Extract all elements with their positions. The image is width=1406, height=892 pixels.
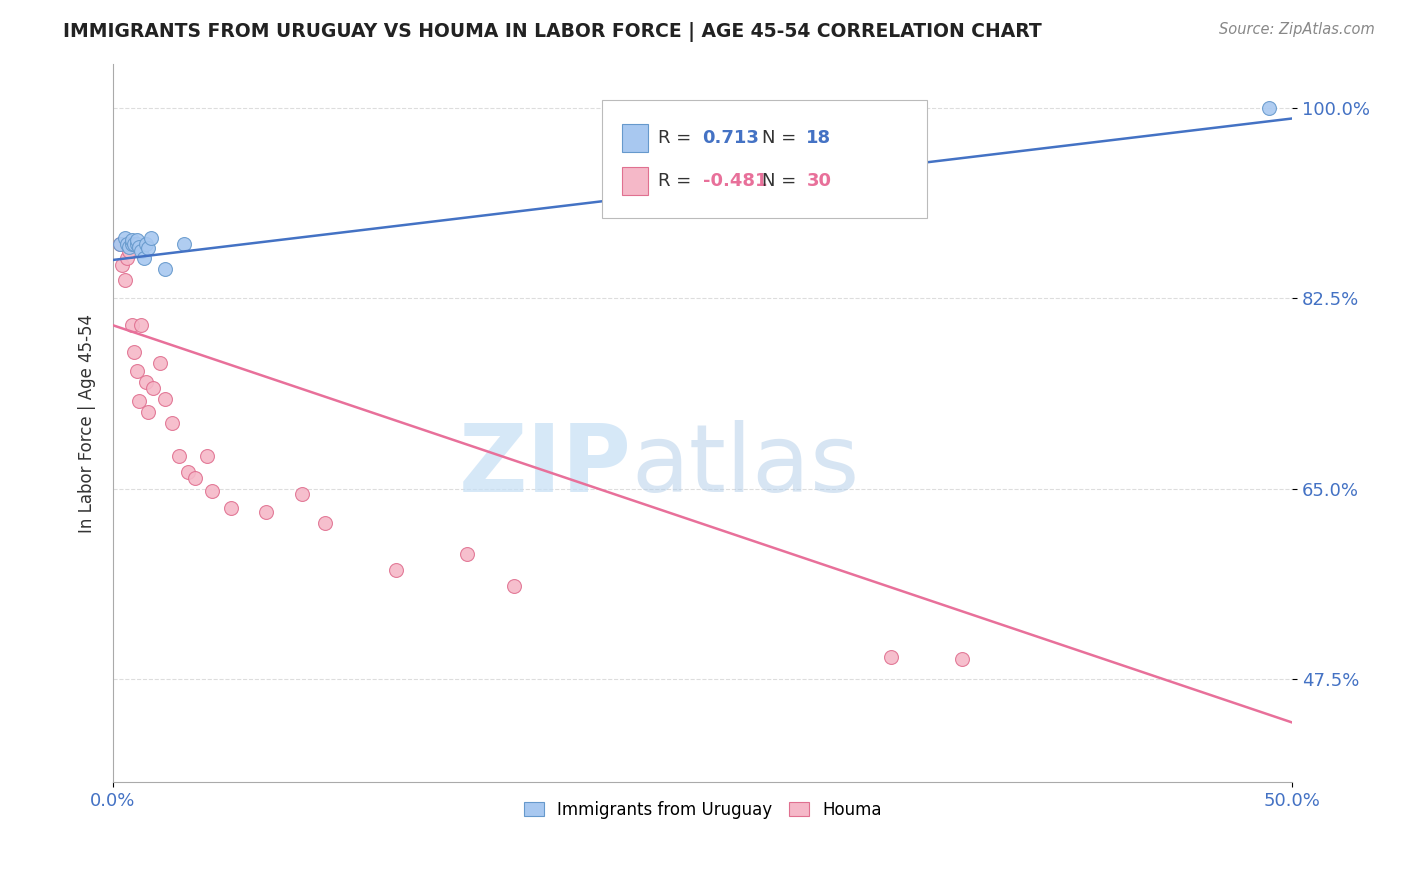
Point — [153, 261, 176, 276]
Point — [114, 272, 136, 286]
Point — [201, 483, 224, 498]
Point — [177, 465, 200, 479]
Text: ZIP: ZIP — [458, 420, 631, 512]
Text: N =: N = — [762, 129, 801, 147]
Point — [129, 318, 152, 333]
Text: 30: 30 — [806, 172, 831, 190]
Point — [122, 236, 145, 251]
Point — [115, 236, 138, 251]
Point — [385, 563, 408, 577]
Point — [132, 251, 155, 265]
Point — [128, 240, 150, 254]
Point — [128, 394, 150, 409]
Point — [167, 449, 190, 463]
Text: 0.713: 0.713 — [703, 129, 759, 147]
Point — [950, 652, 973, 666]
Point — [135, 375, 157, 389]
Point — [160, 416, 183, 430]
Point — [502, 579, 524, 593]
FancyBboxPatch shape — [623, 168, 648, 194]
Text: IMMIGRANTS FROM URUGUAY VS HOUMA IN LABOR FORCE | AGE 45-54 CORRELATION CHART: IMMIGRANTS FROM URUGUAY VS HOUMA IN LABO… — [63, 22, 1042, 42]
Point — [135, 236, 157, 251]
Point — [125, 364, 148, 378]
Point — [456, 547, 478, 561]
FancyBboxPatch shape — [623, 124, 648, 152]
Point — [122, 345, 145, 359]
Point — [118, 240, 141, 254]
Point — [880, 650, 903, 665]
Y-axis label: In Labor Force | Age 45-54: In Labor Force | Age 45-54 — [79, 314, 96, 533]
Point — [125, 233, 148, 247]
Point — [108, 236, 131, 251]
Text: R =: R = — [658, 129, 697, 147]
Text: atlas: atlas — [631, 420, 860, 512]
Point — [115, 251, 138, 265]
FancyBboxPatch shape — [602, 100, 927, 219]
Point — [254, 505, 277, 519]
Text: N =: N = — [762, 172, 801, 190]
Text: -0.481: -0.481 — [703, 172, 768, 190]
Point — [108, 236, 131, 251]
Point — [136, 241, 159, 255]
Point — [139, 231, 162, 245]
Point — [291, 487, 314, 501]
Point — [142, 381, 165, 395]
Text: R =: R = — [658, 172, 697, 190]
Point — [121, 236, 143, 251]
Point — [219, 501, 242, 516]
Point — [118, 244, 141, 259]
Point — [173, 236, 195, 251]
Point — [111, 259, 134, 273]
Point — [149, 356, 172, 370]
Point — [195, 449, 218, 463]
Text: 18: 18 — [806, 129, 831, 147]
Point — [153, 392, 176, 407]
Point — [314, 516, 336, 531]
Point — [114, 231, 136, 245]
Point — [184, 470, 207, 484]
Point — [1257, 101, 1279, 115]
Point — [121, 233, 143, 247]
Point — [121, 318, 143, 333]
Text: Source: ZipAtlas.com: Source: ZipAtlas.com — [1219, 22, 1375, 37]
Point — [136, 405, 159, 419]
Point — [129, 244, 152, 259]
Point — [125, 236, 148, 251]
Legend: Immigrants from Uruguay, Houma: Immigrants from Uruguay, Houma — [517, 795, 889, 826]
